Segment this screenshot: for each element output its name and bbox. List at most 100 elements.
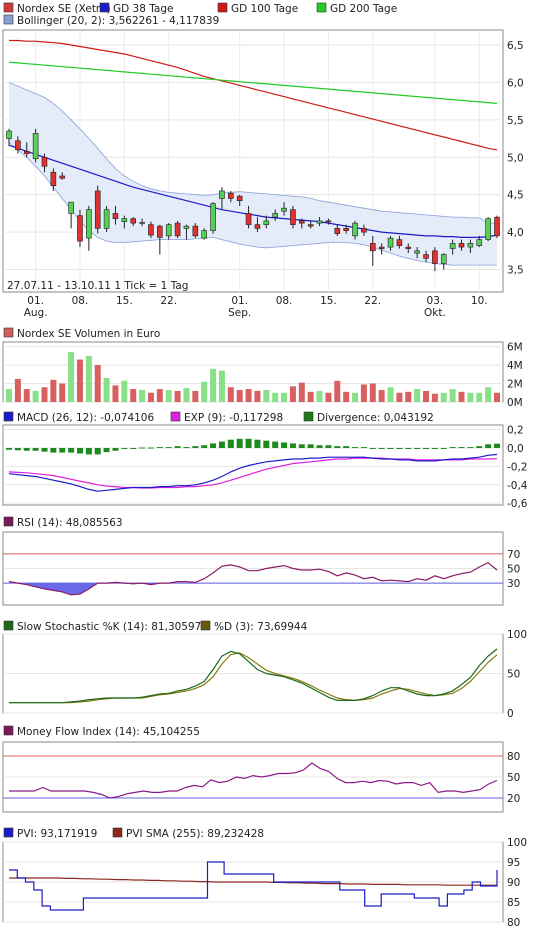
divergence-bar bbox=[458, 447, 465, 449]
divergence-bar bbox=[263, 440, 270, 448]
divergence-bar bbox=[6, 447, 12, 450]
candle-body bbox=[343, 228, 349, 231]
divergence-bar bbox=[32, 447, 39, 451]
y-tick-label: 95 bbox=[507, 857, 520, 869]
volume-bar bbox=[343, 391, 350, 402]
x-tick-label: 15. bbox=[116, 295, 133, 307]
moving-average-line bbox=[8, 61, 498, 104]
y-tick-label: 6,0 bbox=[507, 77, 524, 89]
y-tick-label: 0M bbox=[507, 397, 523, 409]
candle-body bbox=[494, 216, 500, 237]
moving-average-line bbox=[8, 144, 498, 238]
divergence-bar bbox=[343, 446, 350, 448]
divergence-bar bbox=[147, 447, 154, 449]
y-tick-label: 0 bbox=[507, 708, 514, 720]
y-tick-label: 4M bbox=[507, 360, 523, 372]
y-tick-label: 5,5 bbox=[507, 115, 524, 127]
divergence-bar bbox=[210, 443, 217, 448]
candle-body bbox=[485, 218, 491, 240]
candle-body bbox=[272, 213, 278, 218]
volume-bar bbox=[334, 380, 341, 402]
candle-body bbox=[6, 130, 12, 139]
legend-label: GD 100 Tage bbox=[231, 3, 298, 15]
candle-body bbox=[219, 190, 225, 199]
volume-title: Nordex SE Volumen in Euro bbox=[17, 328, 160, 340]
legend-swatch bbox=[3, 725, 14, 736]
rsi-line bbox=[8, 561, 498, 596]
divergence-bar bbox=[378, 447, 385, 449]
legend-label: Slow Stochastic %K (14): 81,305976 bbox=[17, 621, 208, 633]
candle-body bbox=[307, 224, 314, 227]
legend-label: Divergence: 0,043192 bbox=[317, 412, 434, 424]
divergence-bar bbox=[387, 447, 394, 449]
candle-body bbox=[121, 218, 128, 222]
candle-body bbox=[405, 246, 412, 249]
candle-body bbox=[281, 207, 287, 212]
volume-bar bbox=[68, 352, 75, 402]
candle-body bbox=[369, 243, 376, 252]
divergence-bar bbox=[289, 443, 296, 448]
divergence-bar bbox=[41, 447, 48, 452]
x-tick-label: 01. bbox=[231, 295, 248, 307]
x-tick-label: 03. bbox=[427, 295, 444, 307]
y-tick-label: 85 bbox=[507, 897, 520, 909]
divergence-bar bbox=[85, 447, 92, 455]
legend-swatch bbox=[3, 516, 14, 527]
divergence-bar bbox=[423, 447, 430, 449]
volume-bar bbox=[218, 370, 225, 402]
candle-body bbox=[316, 220, 323, 224]
y-tick-label: 4,0 bbox=[507, 227, 524, 239]
candle-body bbox=[59, 175, 66, 179]
candle-body bbox=[236, 195, 243, 201]
candle-body bbox=[112, 213, 119, 219]
divergence-bar bbox=[272, 441, 279, 448]
volume-bar bbox=[325, 392, 332, 402]
y-tick-label: 2M bbox=[507, 379, 523, 391]
volume-bar bbox=[103, 378, 110, 402]
legend-swatch bbox=[217, 2, 228, 13]
legend-label: GD 38 Tage bbox=[113, 3, 174, 15]
divergence-bar bbox=[23, 447, 30, 451]
volume-bar bbox=[360, 384, 367, 402]
volume-bar bbox=[369, 383, 376, 402]
candle-body bbox=[414, 250, 420, 254]
candle-body bbox=[467, 243, 474, 248]
volume-bar bbox=[174, 390, 181, 402]
legend-label: MACD (26, 12): -0,074106 bbox=[17, 412, 154, 424]
divergence-bar bbox=[405, 447, 412, 449]
divergence-bar bbox=[431, 447, 438, 449]
volume-bar bbox=[405, 391, 412, 402]
divergence-bar bbox=[121, 447, 128, 449]
volume-bar bbox=[494, 392, 500, 402]
divergence-bar bbox=[183, 447, 190, 449]
volume-bar bbox=[59, 383, 66, 402]
y-tick-label: 4,5 bbox=[507, 190, 524, 202]
volume-bar bbox=[23, 389, 30, 402]
divergence-bar bbox=[316, 445, 323, 448]
volume-bar bbox=[183, 388, 190, 402]
divergence-bar bbox=[14, 447, 21, 451]
x-tick-month: Sep. bbox=[228, 307, 251, 319]
divergence-bar bbox=[298, 444, 305, 448]
x-tick-month: Aug. bbox=[24, 307, 48, 319]
divergence-bar bbox=[218, 441, 225, 448]
candle-body bbox=[174, 222, 181, 237]
y-tick-label: 3,5 bbox=[507, 265, 524, 277]
stochastic-d-line bbox=[9, 652, 498, 704]
candle-body bbox=[361, 228, 367, 233]
divergence-bar bbox=[76, 447, 83, 454]
candle-body bbox=[41, 156, 48, 167]
candle-body bbox=[50, 171, 57, 187]
volume-bar bbox=[458, 391, 465, 402]
volume-bar bbox=[245, 389, 252, 402]
divergence-bar bbox=[307, 444, 314, 448]
volume-bar bbox=[6, 389, 12, 402]
rsi-title: RSI (14): 48,085563 bbox=[17, 517, 123, 529]
x-tick-label: 22. bbox=[364, 295, 381, 307]
candle-body bbox=[32, 133, 39, 160]
divergence-bar bbox=[467, 447, 474, 449]
stochastic-k-line bbox=[9, 648, 498, 704]
volume-bar bbox=[387, 387, 394, 402]
y-tick-label: 5,0 bbox=[507, 152, 524, 164]
